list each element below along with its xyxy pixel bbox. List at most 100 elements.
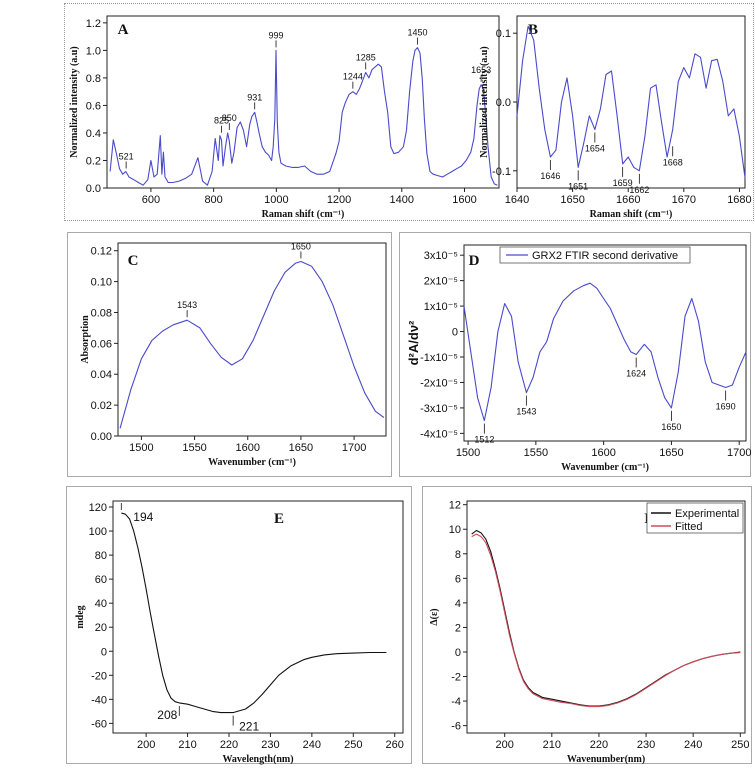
- y-axis-label: Absorption: [80, 315, 91, 364]
- x-tick-label: 1600: [236, 442, 260, 454]
- panel-a: 600 800 1000 1200 1400 1600 0.0 0.2 0.4 0.6 0.8 1.0…: [64, 3, 754, 221]
- panel-label: C: [128, 253, 139, 269]
- legend-label: Experimental: [675, 508, 739, 520]
- x-tick-label: 600: [142, 194, 160, 206]
- peak-label: 521: [119, 151, 134, 161]
- y-axis-label: d²A/dν²: [406, 320, 421, 365]
- y-tick-label: -3x10⁻⁵: [420, 403, 458, 415]
- series-line-main: [516, 25, 746, 178]
- peak-label: 1651: [568, 181, 588, 191]
- y-tick-label: 0.04: [91, 369, 112, 381]
- y-axis-label: Normalized intensity (a.u): [479, 46, 490, 157]
- x-tick-label: 250: [344, 739, 362, 751]
- y-tick-label: 0: [452, 327, 458, 339]
- y-tick-label: 0: [455, 647, 461, 659]
- peak-label: 221: [239, 720, 259, 734]
- peak-label: 850: [222, 113, 237, 123]
- y-tick-label: 120: [89, 502, 107, 514]
- x-tick-label: 1500: [129, 442, 153, 454]
- x-tick-label: 200: [496, 739, 514, 751]
- y-tick-label: -1x10⁻⁵: [420, 352, 458, 364]
- series-line-main: [121, 512, 387, 714]
- peak-label: 1654: [585, 144, 605, 154]
- series-line-main: [109, 47, 498, 186]
- x-tick-label: 220: [220, 739, 238, 751]
- y-axis-label: mdeg: [75, 605, 86, 628]
- x-tick-label: 1650: [289, 442, 313, 454]
- y-tick-label: 3x10⁻⁵: [424, 250, 458, 262]
- series-line-main: [119, 260, 385, 429]
- x-axis-label: Raman shift (cm⁻¹): [590, 209, 673, 220]
- plot-a: 600 800 1000 1200 1400 1600 0.0 0.2 0.4 0.6 0.8 1.0…: [69, 15, 500, 220]
- y-tick-label: 2: [455, 622, 461, 634]
- y-tick-label: 0.10: [91, 277, 112, 289]
- peak-label: 1650: [291, 242, 311, 252]
- y-tick-label: 0.0: [496, 97, 511, 109]
- peak-label: 1244: [343, 72, 363, 82]
- x-tick-label: 250: [731, 739, 749, 751]
- peak-label: 1543: [177, 300, 197, 310]
- panel-label: E: [274, 511, 284, 527]
- y-tick-label: -6: [451, 721, 461, 733]
- legend-label: Fitted: [675, 521, 703, 533]
- x-tick-label: 1650: [560, 194, 584, 206]
- legend-label: GRX2 FTIR second derivative: [532, 250, 678, 262]
- y-tick-label: 4: [455, 598, 461, 610]
- chart-f: 200 210 220 230 240 250 -6 -4 -2 0 2 4 6 8 10 12 Wavenum…: [429, 500, 749, 765]
- y-tick-label: 1x10⁻⁵: [424, 301, 458, 313]
- x-tick-label: 1650: [659, 447, 683, 459]
- y-tick-label: 0.0: [86, 183, 101, 195]
- y-tick-label: 0.00: [91, 431, 112, 443]
- plot-d: 1500 1550 1600 1650 1700 -4x10⁻⁵ -3x10⁻⁵ -2x10⁻…: [406, 244, 751, 473]
- y-tick-label: 80: [95, 550, 107, 562]
- y-tick-label: 6: [455, 573, 461, 585]
- y-tick-label: -0.1: [492, 166, 511, 178]
- peak-label: 1285: [356, 52, 376, 62]
- x-axis-label: Wavenumber (cm⁻¹): [561, 462, 649, 473]
- y-tick-label: -4: [451, 696, 461, 708]
- plot-frame: [466, 500, 746, 734]
- x-tick-label: 210: [178, 739, 196, 751]
- chart-a: 600 800 1000 1200 1400 1600 0.0 0.2 0.4 0.6 0.8 1.0…: [69, 15, 752, 220]
- legend-box: [499, 246, 691, 264]
- peak-label: 1690: [716, 402, 736, 412]
- x-tick-label: 1500: [456, 447, 480, 459]
- x-tick-label: 240: [303, 739, 321, 751]
- peak-label: 1653: [471, 65, 491, 75]
- peak-label: 1450: [407, 28, 427, 38]
- x-tick-label: 1660: [616, 194, 640, 206]
- y-tick-label: -20: [91, 670, 107, 682]
- y-tick-label: 1.2: [86, 18, 101, 30]
- panel-label: D: [469, 253, 480, 269]
- y-tick-label: 0: [101, 646, 107, 658]
- y-tick-label: -60: [91, 718, 107, 730]
- y-tick-label: 1.0: [86, 45, 101, 57]
- y-tick-label: -2x10⁻⁵: [420, 377, 458, 389]
- x-axis-label: Wavenumber (cm⁻¹): [208, 457, 296, 468]
- y-tick-label: 2x10⁻⁵: [424, 276, 458, 288]
- peak-label: 1662: [629, 185, 649, 195]
- y-tick-label: 0.8: [86, 73, 101, 85]
- series-line-fitted: [471, 533, 741, 708]
- y-tick-label: 60: [95, 574, 107, 586]
- panel-label: A: [118, 22, 129, 38]
- chart-c: 1500 1550 1600 1650 1700 0.00 0.02 0.04 0.06 0.08…: [80, 242, 387, 468]
- panel-label: B: [528, 22, 538, 38]
- x-tick-label: 1600: [591, 447, 615, 459]
- x-tick-label: 1640: [505, 194, 529, 206]
- x-axis-label: Wavelength(nm): [222, 754, 293, 765]
- series-line-grx2-ftir-second-derivative: [463, 282, 747, 422]
- legend: GRX2 FTIR second derivative: [499, 246, 691, 264]
- y-tick-label: 0.2: [86, 155, 101, 167]
- series-line-experimental: [471, 529, 741, 707]
- x-tick-label: 260: [386, 739, 404, 751]
- x-axis-label: Raman shift (cm⁻¹): [262, 209, 345, 220]
- y-tick-label: 10: [449, 524, 461, 536]
- x-tick-label: 1000: [264, 194, 288, 206]
- chart-e: 200 210 220 230 240 250 260 -60 -40 -20 0 20 40 60 80 1…: [75, 500, 404, 765]
- y-tick-label: 0.08: [91, 307, 112, 319]
- y-tick-label: 0.6: [86, 100, 101, 112]
- y-tick-label: 12: [449, 500, 461, 512]
- y-tick-label: 0.4: [86, 128, 101, 140]
